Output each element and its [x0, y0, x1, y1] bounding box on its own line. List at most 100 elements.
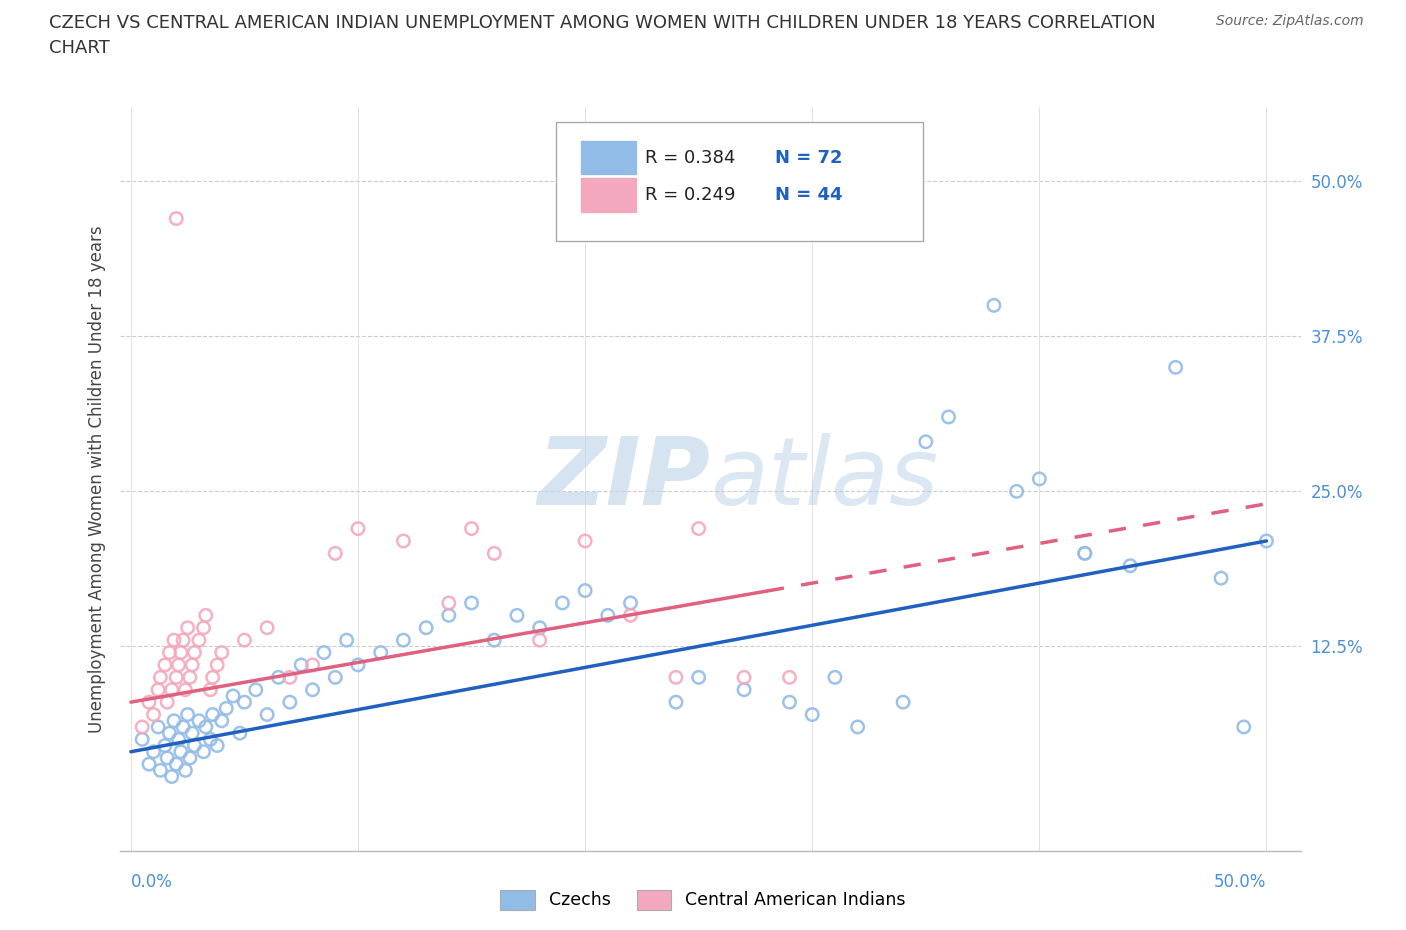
Point	[146, 720, 169, 735]
Point	[179, 751, 201, 765]
Point	[149, 763, 172, 777]
Point	[193, 620, 215, 635]
Point	[211, 645, 233, 660]
Text: atlas: atlas	[710, 433, 938, 525]
FancyBboxPatch shape	[557, 122, 922, 241]
Point	[167, 732, 190, 747]
Point	[215, 701, 238, 716]
Point	[688, 521, 710, 536]
Point	[484, 632, 506, 647]
Point	[506, 608, 529, 623]
Point	[551, 595, 574, 610]
Point	[301, 658, 323, 672]
Point	[688, 670, 710, 684]
Point	[163, 713, 186, 728]
Point	[201, 707, 224, 722]
Point	[619, 608, 641, 623]
Point	[194, 608, 217, 623]
Point	[824, 670, 846, 684]
Point	[733, 670, 755, 684]
Point	[222, 688, 245, 703]
Point	[437, 608, 460, 623]
Point	[229, 725, 252, 740]
Text: N = 44: N = 44	[775, 186, 842, 204]
Point	[200, 732, 222, 747]
Point	[312, 645, 335, 660]
Point	[170, 645, 193, 660]
Point	[174, 683, 197, 698]
Text: R = 0.249: R = 0.249	[645, 186, 735, 204]
Point	[1005, 484, 1028, 498]
Text: R = 0.384: R = 0.384	[645, 149, 735, 166]
Point	[596, 608, 619, 623]
Point	[194, 720, 217, 735]
Point	[160, 683, 183, 698]
Point	[172, 632, 194, 647]
Point	[153, 658, 176, 672]
Point	[176, 707, 198, 722]
Text: CZECH VS CENTRAL AMERICAN INDIAN UNEMPLOYMENT AMONG WOMEN WITH CHILDREN UNDER 18: CZECH VS CENTRAL AMERICAN INDIAN UNEMPLO…	[49, 14, 1156, 32]
Point	[278, 670, 301, 684]
Point	[460, 595, 482, 610]
Point	[245, 683, 267, 698]
Point	[170, 744, 193, 759]
Point	[665, 695, 688, 710]
Point	[1028, 472, 1050, 486]
Point	[183, 738, 205, 753]
Point	[188, 632, 211, 647]
Point	[181, 658, 204, 672]
Point	[1119, 558, 1142, 573]
Point	[172, 720, 194, 735]
Point	[149, 670, 172, 684]
Point	[267, 670, 290, 684]
Point	[846, 720, 869, 735]
Point	[146, 683, 169, 698]
Point	[323, 546, 346, 561]
Text: 50.0%: 50.0%	[1215, 873, 1267, 891]
Point	[323, 670, 346, 684]
Point	[165, 211, 187, 226]
Point	[131, 720, 153, 735]
Point	[193, 744, 215, 759]
Point	[529, 632, 551, 647]
Point	[138, 757, 160, 772]
Point	[392, 534, 415, 549]
Point	[392, 632, 415, 647]
Point	[138, 695, 160, 710]
Point	[181, 725, 204, 740]
Point	[233, 632, 256, 647]
Point	[914, 434, 936, 449]
Point	[415, 620, 437, 635]
Point	[233, 695, 256, 710]
Point	[278, 695, 301, 710]
Point	[801, 707, 824, 722]
Point	[460, 521, 482, 536]
Point	[201, 670, 224, 684]
Point	[211, 713, 233, 728]
Point	[1256, 534, 1278, 549]
Point	[159, 645, 181, 660]
FancyBboxPatch shape	[581, 177, 637, 213]
Point	[1233, 720, 1256, 735]
Text: Source: ZipAtlas.com: Source: ZipAtlas.com	[1216, 14, 1364, 28]
Point	[1209, 571, 1232, 586]
Point	[165, 670, 187, 684]
Point	[938, 409, 960, 424]
Point	[437, 595, 460, 610]
Point	[983, 298, 1005, 312]
Point	[336, 632, 359, 647]
Point	[619, 595, 641, 610]
Point	[733, 683, 755, 698]
Point	[290, 658, 312, 672]
Point	[779, 695, 801, 710]
Point	[163, 632, 186, 647]
Point	[665, 670, 688, 684]
Point	[574, 583, 596, 598]
Text: N = 72: N = 72	[775, 149, 842, 166]
Point	[165, 757, 187, 772]
Point	[167, 658, 190, 672]
Point	[1074, 546, 1097, 561]
Point	[174, 763, 197, 777]
Point	[347, 658, 370, 672]
Point	[779, 670, 801, 684]
